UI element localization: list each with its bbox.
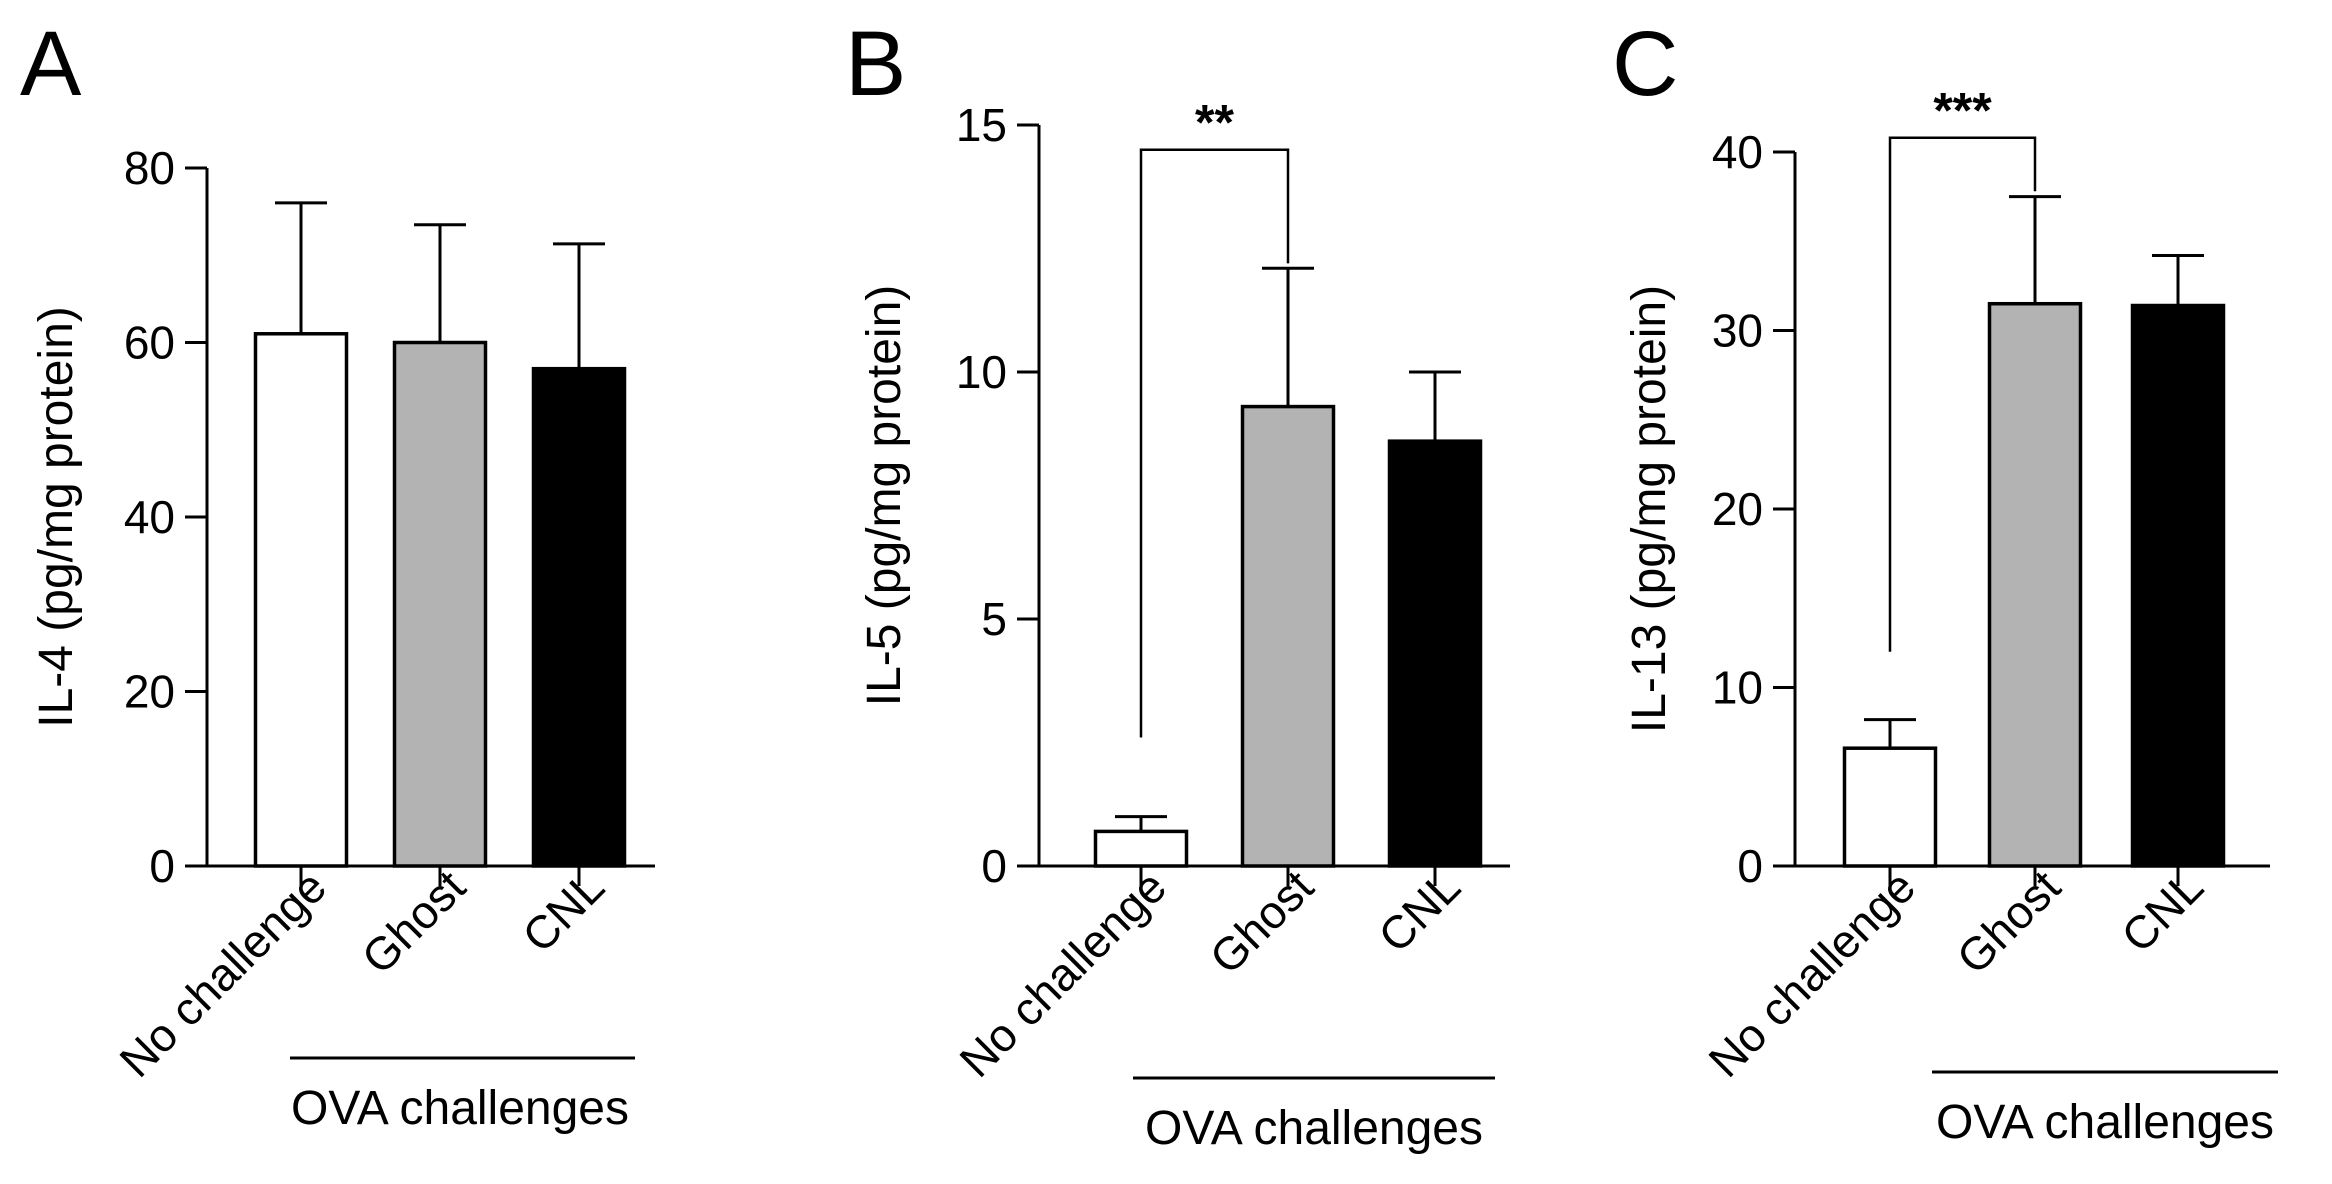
bar: [1387, 439, 1483, 868]
y-axis-label: IL-4 (pg/mg protein): [30, 306, 83, 728]
panel-c: C 0 10 20 30 40 No challenge Ghost CNL IL-13 (pg/…: [1612, 13, 2278, 1149]
category-label: Ghost: [352, 860, 476, 984]
panel-b: B 0 5 10 15 No challenge Ghost CNL IL-5 (pg/mg p…: [845, 13, 1510, 1155]
y-tick-label: 10: [1712, 662, 1763, 714]
significance-label: ***: [1933, 83, 1992, 139]
bar: [531, 366, 627, 868]
y-tick-label: 20: [1712, 483, 1763, 535]
panel-letter: B: [845, 13, 906, 115]
y-tick-label: 40: [124, 491, 175, 543]
y-tick-label: 60: [124, 317, 175, 369]
y-tick-label: 0: [981, 840, 1007, 892]
y-tick-label: 20: [124, 666, 175, 718]
bar: [1240, 404, 1336, 868]
y-tick-label: 80: [124, 142, 175, 194]
category-label: No challenge: [1698, 860, 1925, 1087]
panel-letter: C: [1612, 13, 1678, 115]
bar: [392, 340, 488, 868]
bar: [1987, 301, 2083, 868]
y-tick-label: 30: [1712, 305, 1763, 357]
y-tick-label: 5: [981, 593, 1007, 645]
group-label: OVA challenges: [291, 1082, 629, 1135]
y-axis-label: IL-5 (pg/mg protein): [858, 285, 911, 707]
category-label: Ghost: [1200, 860, 1324, 984]
group-label: OVA challenges: [1936, 1096, 2274, 1149]
y-tick-label: 0: [149, 840, 175, 892]
bar: [1093, 829, 1189, 868]
y-tick-label: 0: [1737, 840, 1763, 892]
category-label: CNL: [1368, 860, 1470, 962]
category-label: Ghost: [1947, 860, 2071, 984]
significance-bracket: [1888, 136, 2037, 652]
group-label: OVA challenges: [1145, 1102, 1483, 1155]
significance-label: **: [1195, 95, 1234, 151]
y-tick-label: 40: [1712, 126, 1763, 178]
y-tick-label: 10: [956, 346, 1007, 398]
category-label: CNL: [512, 860, 614, 962]
y-tick-label: 15: [956, 99, 1007, 151]
category-label: No challenge: [109, 860, 336, 1087]
panel-a: A 0 20 40 60 80 No challenge Ghost CNL IL-4 (pg/m…: [20, 13, 655, 1135]
bar: [1842, 746, 1938, 868]
panel-letter: A: [20, 13, 82, 115]
y-axis-label: IL-13 (pg/mg protein): [1623, 285, 1676, 733]
significance-bracket: [1139, 148, 1290, 738]
category-label: CNL: [2111, 860, 2213, 962]
bar: [2130, 303, 2226, 868]
category-label: No challenge: [949, 860, 1176, 1087]
bar: [253, 332, 349, 868]
